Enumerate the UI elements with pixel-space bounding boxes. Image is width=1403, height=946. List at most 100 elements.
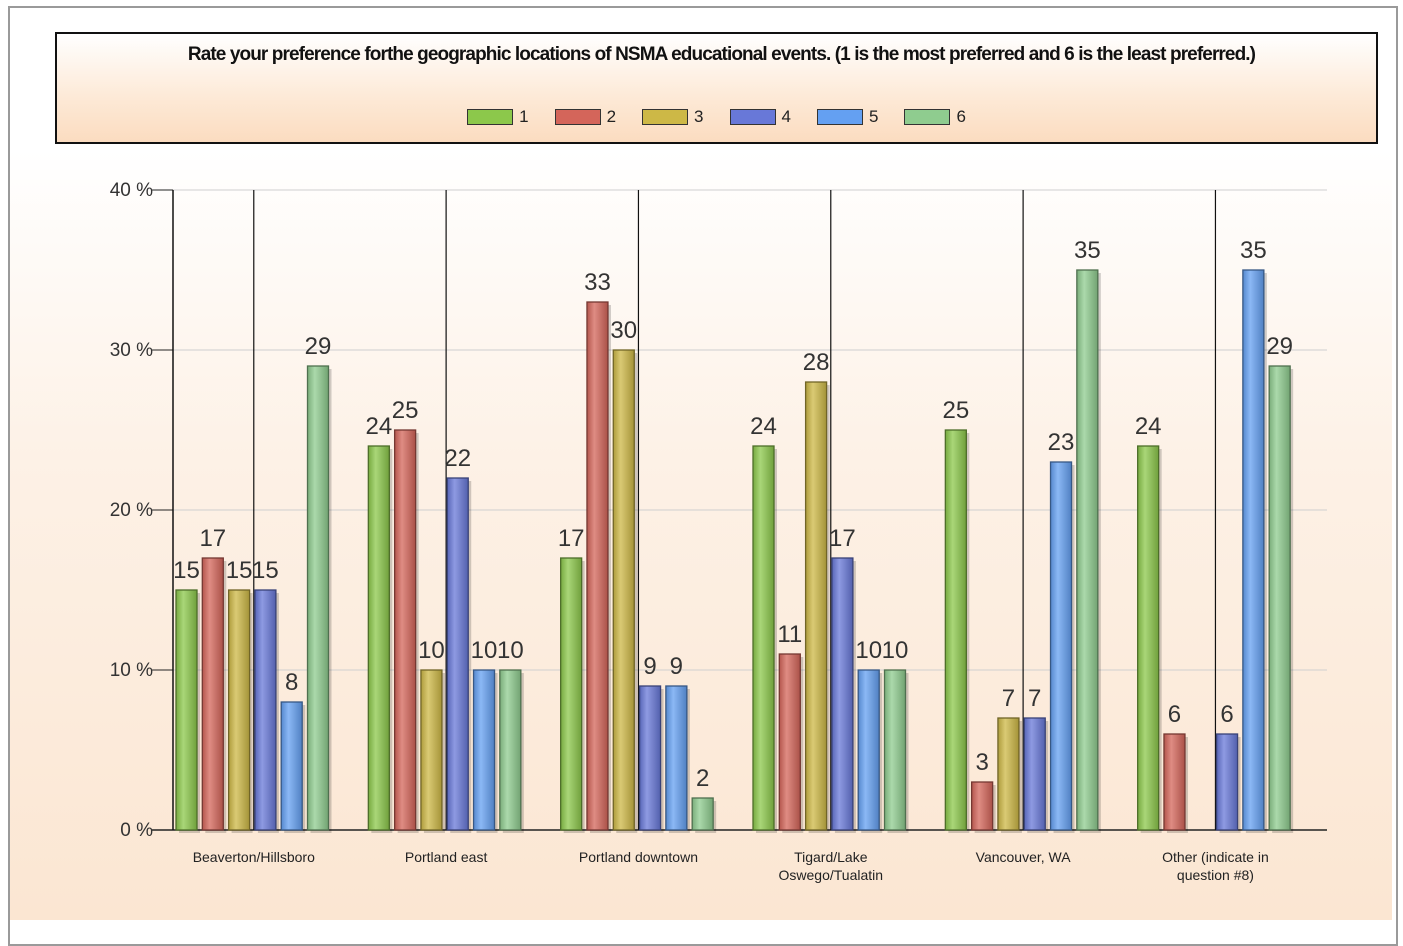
data-label: 24	[750, 413, 777, 440]
bar	[857, 669, 880, 831]
legend-label: 4	[781, 107, 791, 126]
data-label: 10	[471, 637, 498, 664]
bar	[970, 781, 994, 831]
bar	[1268, 365, 1291, 831]
chart-title: Rate your preference forthe geographic l…	[187, 44, 1256, 65]
bar	[804, 381, 828, 831]
data-label: 6	[1220, 701, 1233, 728]
data-label: 17	[829, 525, 856, 552]
bar	[831, 557, 854, 831]
data-label: 29	[305, 333, 332, 360]
legend-item-2: 2	[554, 107, 617, 127]
bar	[1242, 269, 1265, 831]
x-tick-label: Portland downtown	[579, 849, 698, 865]
data-label: 15	[226, 557, 253, 584]
x-tick-label: Other (indicate in	[1162, 849, 1269, 865]
bar	[1163, 733, 1186, 831]
bar	[1137, 445, 1160, 831]
bar	[280, 701, 303, 831]
data-label: 28	[803, 349, 830, 376]
data-label: 24	[1135, 413, 1162, 440]
bar	[254, 589, 277, 831]
data-label: 15	[173, 557, 200, 584]
y-tick-label: 20 %	[110, 500, 153, 521]
bar	[1049, 461, 1073, 831]
data-label: 3	[975, 749, 988, 776]
bar	[1215, 733, 1239, 831]
data-label: 33	[584, 269, 611, 296]
data-label: 25	[392, 397, 419, 424]
bar	[586, 301, 609, 831]
legend-swatch	[904, 109, 951, 125]
data-label: 23	[1048, 429, 1075, 456]
bar	[778, 653, 801, 831]
data-label: 9	[643, 653, 656, 680]
bar	[1076, 269, 1099, 831]
data-label: 29	[1266, 333, 1293, 360]
legend-item-3: 3	[642, 107, 704, 127]
legend-item-1: 1	[467, 107, 529, 127]
bar	[393, 429, 417, 831]
bar	[944, 429, 967, 831]
bar	[420, 669, 443, 831]
data-label: 15	[252, 557, 279, 584]
legend-swatch	[729, 109, 776, 125]
bar	[997, 717, 1020, 831]
data-label: 30	[610, 317, 637, 344]
data-label: 9	[670, 653, 683, 680]
legend-swatch	[467, 109, 514, 125]
data-label: 35	[1240, 237, 1267, 264]
data-label: 10	[855, 637, 882, 664]
data-label: 17	[199, 525, 226, 552]
bar	[752, 445, 775, 831]
data-label: 24	[365, 413, 392, 440]
legend-swatch	[554, 109, 601, 125]
legend-swatch	[816, 109, 863, 125]
bar	[175, 589, 198, 831]
legend: 1 2 3 4 5 6	[57, 106, 1376, 128]
bar	[665, 685, 688, 831]
data-label: 11	[777, 621, 802, 648]
x-tick-label: Vancouver, WA	[976, 849, 1072, 865]
y-tick-label: 30 %	[110, 340, 153, 361]
legend-label: 6	[956, 107, 966, 126]
bar	[306, 365, 330, 831]
data-label: 2	[696, 765, 709, 792]
y-tick-label: 10 %	[110, 660, 153, 681]
legend-label: 2	[606, 107, 617, 126]
data-label: 10	[497, 637, 524, 664]
legend-item-4: 4	[729, 107, 791, 127]
legend-item-5: 5	[816, 107, 879, 127]
data-label: 7	[1002, 685, 1015, 712]
bar	[367, 445, 390, 831]
bar	[201, 557, 224, 831]
data-label: 35	[1074, 237, 1101, 264]
bar	[472, 669, 496, 831]
bar	[446, 477, 469, 831]
title-legend-box: Rate your preference forthe geographic l…	[55, 32, 1378, 144]
data-label: 25	[942, 397, 969, 424]
bar	[612, 349, 635, 831]
bar	[638, 685, 662, 831]
x-tick-label: Oswego/Tualatin	[779, 867, 884, 883]
legend-label: 1	[519, 107, 529, 126]
legend-label: 3	[694, 107, 704, 126]
y-tick-label: 0 %	[120, 820, 153, 841]
x-tick-label: question #8)	[1177, 867, 1254, 883]
x-tick-label: Tigard/Lake	[794, 849, 868, 865]
y-tick-label: 40 %	[110, 180, 153, 201]
data-label: 6	[1168, 701, 1181, 728]
data-label: 10	[882, 637, 909, 664]
bar	[227, 589, 251, 831]
data-label: 22	[444, 445, 471, 472]
data-label: 17	[558, 525, 585, 552]
legend-label: 5	[868, 107, 879, 126]
legend-swatch	[642, 109, 689, 125]
data-label: 10	[418, 637, 445, 664]
bar	[1023, 717, 1046, 831]
bar	[883, 669, 907, 831]
data-label: 8	[285, 669, 298, 696]
x-tick-label: Beaverton/Hillsboro	[193, 849, 315, 865]
bar	[499, 669, 522, 831]
